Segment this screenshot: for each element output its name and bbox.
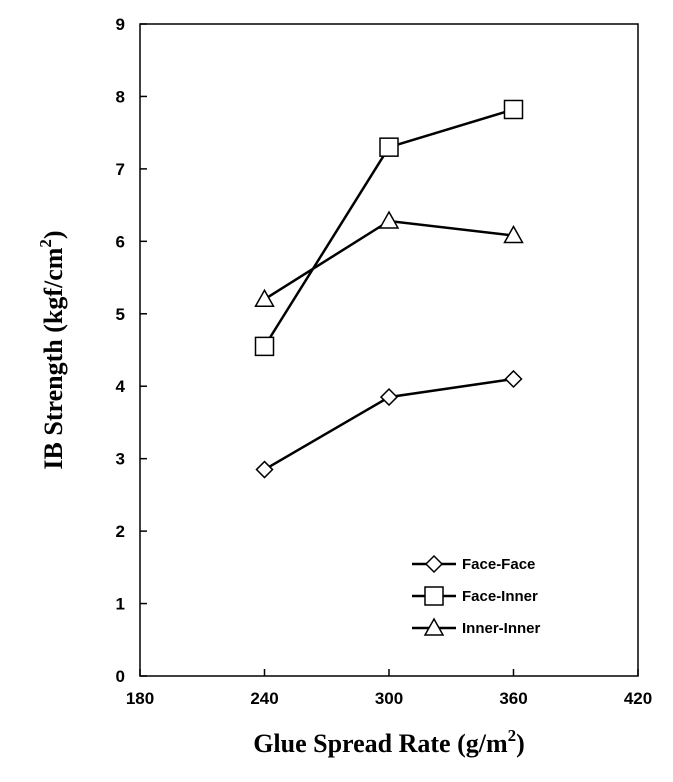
- legend: Face-Face Face-Inner Inner-Inner: [412, 554, 541, 637]
- y-tick-label: 5: [116, 305, 125, 324]
- y-tick-label: 3: [116, 450, 125, 469]
- x-tick-label: 240: [250, 689, 278, 708]
- legend-marker: [424, 554, 444, 574]
- y-tick-label: 9: [116, 15, 125, 34]
- legend-label: Face-Face: [462, 556, 535, 573]
- data-point-face-face: [379, 388, 399, 407]
- y-tick-label: 4: [116, 377, 126, 396]
- legend-entry-inner-inner: Inner-Inner: [412, 617, 541, 637]
- y-tick-label: 0: [116, 667, 125, 686]
- y-tick-label: 7: [116, 160, 125, 179]
- x-tick-label: 300: [375, 689, 403, 708]
- x-axis-ticks: 180 240 300 360 420: [126, 669, 652, 708]
- plot-frame: [139, 23, 639, 677]
- legend-entry-face-inner: Face-Inner: [412, 586, 538, 606]
- data-point-face-face: [255, 460, 274, 479]
- data-point-face-face: [504, 369, 523, 389]
- series-face-face: [255, 369, 523, 479]
- data-point-inner-inner: [503, 225, 524, 244]
- data-point-inner-inner: [254, 288, 275, 308]
- data-point-face-inner: [379, 137, 399, 157]
- series-inner-inner: [254, 210, 524, 308]
- data-point-face-inner: [503, 99, 524, 120]
- y-axis-title: IB Strength (kgf/cm2): [36, 230, 68, 469]
- legend-entry-face-face: Face-Face: [412, 554, 535, 574]
- x-axis-title: Glue Spread Rate (g/m2): [253, 726, 525, 758]
- x-tick-label: 180: [126, 689, 154, 708]
- x-tick-label: 420: [624, 689, 652, 708]
- y-tick-label: 1: [116, 595, 125, 614]
- y-tick-label: 2: [116, 522, 125, 541]
- y-tick-label: 8: [116, 87, 125, 106]
- legend-marker: [423, 617, 445, 636]
- series-layer: [254, 99, 524, 479]
- y-tick-label: 6: [116, 232, 125, 251]
- data-point-face-inner: [254, 336, 275, 357]
- series-face-inner: [254, 99, 524, 357]
- legend-label: Face-Inner: [462, 588, 538, 605]
- data-point-inner-inner: [378, 210, 400, 229]
- legend-marker: [424, 586, 444, 606]
- y-axis-ticks: 0 1 2 3 4 5 6 7 8 9: [116, 15, 147, 686]
- legend-label: Inner-Inner: [462, 620, 541, 637]
- x-tick-label: 360: [499, 689, 527, 708]
